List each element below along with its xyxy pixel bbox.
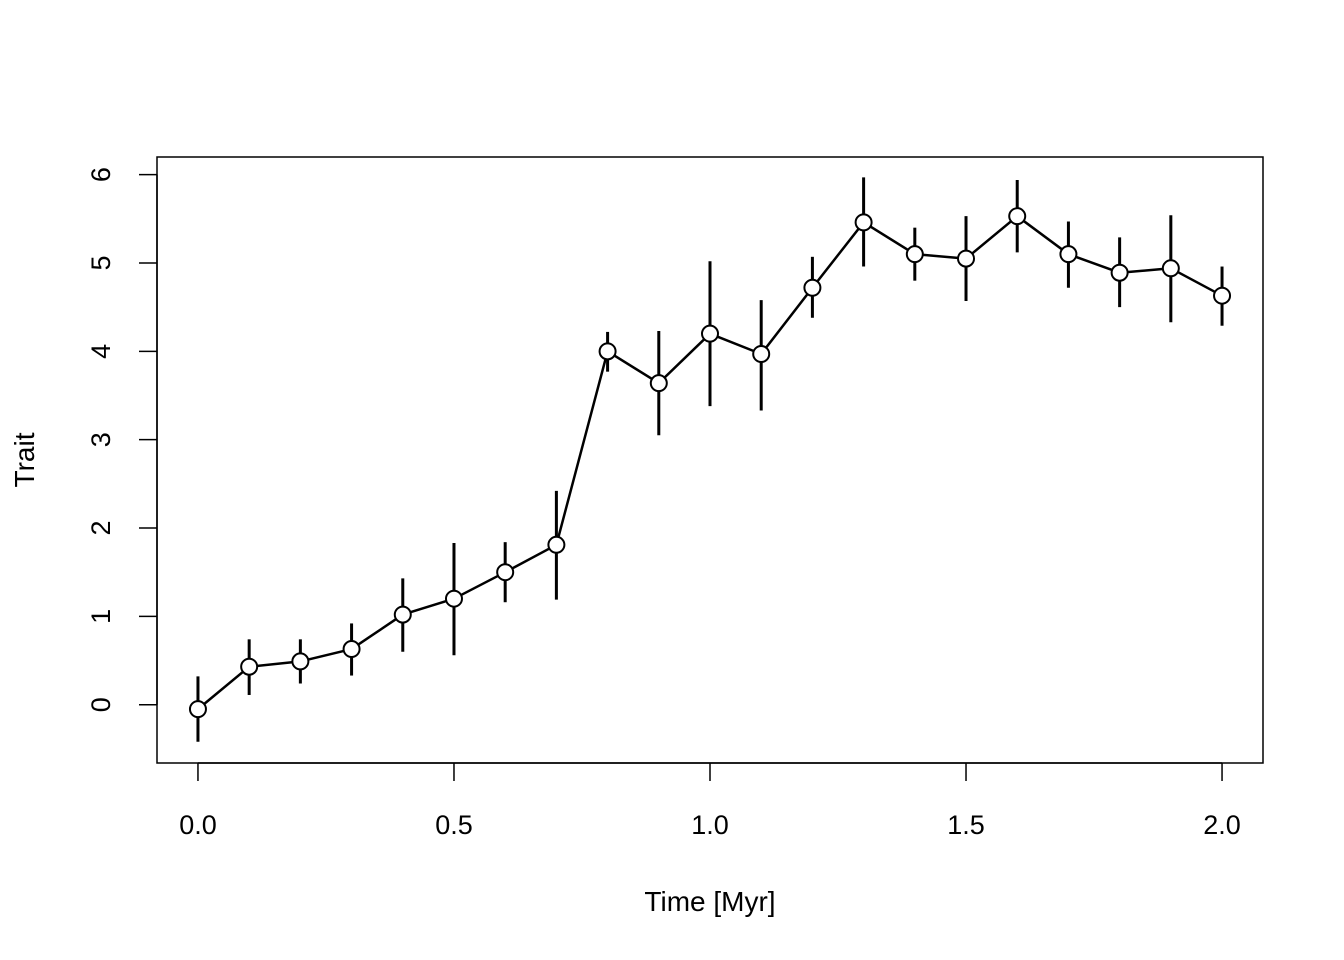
y-tick-label: 1: [86, 609, 116, 624]
x-axis-label: Time [Myr]: [644, 886, 775, 917]
data-point: [547, 535, 566, 554]
x-tick-label: 2.0: [1203, 810, 1241, 840]
y-axis: 0 1 2 3 4 5 6: [86, 167, 158, 712]
data-point: [393, 605, 412, 624]
data-point: [854, 213, 873, 232]
data-point: [752, 344, 771, 363]
y-tick-label: 3: [86, 432, 116, 447]
data-point: [701, 324, 719, 343]
y-tick-label: 4: [86, 344, 116, 359]
x-tick-label: 0.5: [435, 810, 473, 840]
data-point: [649, 374, 668, 393]
data-point: [291, 652, 310, 671]
data-point: [905, 245, 924, 264]
y-tick-label: 2: [86, 521, 116, 536]
data-point: [240, 657, 259, 676]
x-axis: 0.0 0.5 1.0 1.5 2.0: [179, 762, 1241, 840]
y-tick-label: 5: [86, 255, 116, 270]
x-tick-label: 1.0: [691, 810, 729, 840]
data-point: [1059, 245, 1078, 264]
data-point: [1008, 207, 1027, 226]
data-points: [188, 207, 1232, 719]
data-point: [957, 249, 976, 268]
data-point: [1110, 263, 1129, 282]
x-tick-label: 1.5: [947, 810, 985, 840]
data-point: [188, 700, 207, 719]
y-tick-label: 0: [86, 697, 116, 712]
data-point: [444, 589, 463, 608]
data-point: [598, 342, 617, 361]
data-point: [1213, 286, 1232, 305]
data-point: [342, 640, 361, 659]
data-point: [803, 278, 822, 297]
y-axis-label: Trait: [9, 432, 40, 487]
data-point: [496, 563, 515, 582]
plot-frame: [156, 156, 1264, 764]
y-tick-label: 6: [86, 167, 116, 182]
data-point: [1161, 259, 1180, 278]
x-tick-label: 0.0: [179, 810, 217, 840]
